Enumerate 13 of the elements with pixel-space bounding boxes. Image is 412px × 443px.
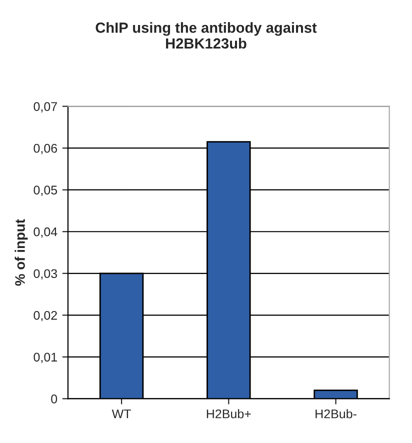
y-axis-title: % of input	[14, 219, 28, 286]
y-tick-label: 0,01	[34, 352, 57, 364]
x-tick-label: WT	[112, 410, 131, 418]
x-tick-label: H2Bub-	[316, 409, 356, 418]
y-tick-label: 0,05	[34, 186, 58, 196]
y-tick-label: 0,06	[34, 144, 58, 154]
chart-title: ChIP using the antibody against H2BK123ub	[96, 22, 317, 49]
y-tick-label: 0,02	[34, 310, 57, 322]
y-tick-label: 0,03	[34, 269, 58, 280]
x-tick-label: H2Bub+	[206, 409, 251, 418]
y-tick-label: 0,04	[34, 227, 58, 238]
y-tick-label: 0	[51, 394, 58, 404]
y-tick-label: 0,07	[34, 102, 57, 112]
